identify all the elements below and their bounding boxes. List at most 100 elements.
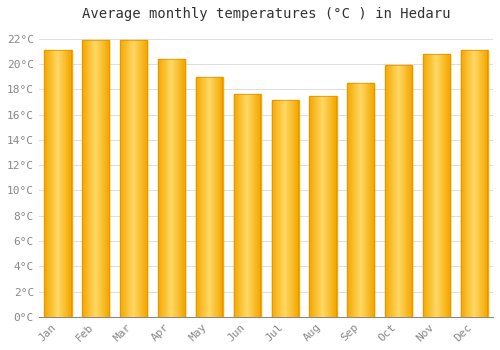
Bar xyxy=(102,40,103,317)
Bar xyxy=(65,50,66,317)
Bar xyxy=(219,77,220,317)
Bar xyxy=(158,59,184,317)
Bar xyxy=(476,50,477,317)
Bar xyxy=(251,94,252,317)
Bar xyxy=(335,96,336,317)
Bar xyxy=(161,59,162,317)
Bar xyxy=(483,50,484,317)
Bar xyxy=(105,40,106,317)
Bar xyxy=(160,59,161,317)
Bar xyxy=(66,50,67,317)
Bar xyxy=(137,40,138,317)
Bar xyxy=(222,77,223,317)
Bar xyxy=(321,96,322,317)
Bar xyxy=(123,40,124,317)
Bar xyxy=(473,50,474,317)
Bar xyxy=(208,77,209,317)
Bar xyxy=(372,83,373,317)
Bar xyxy=(359,83,360,317)
Bar xyxy=(392,65,394,317)
Bar xyxy=(235,94,236,317)
Bar xyxy=(142,40,143,317)
Bar xyxy=(211,77,212,317)
Bar xyxy=(94,40,95,317)
Bar xyxy=(128,40,129,317)
Bar xyxy=(311,96,312,317)
Bar xyxy=(183,59,184,317)
Bar xyxy=(169,59,170,317)
Bar xyxy=(210,77,211,317)
Bar xyxy=(85,40,86,317)
Bar xyxy=(312,96,314,317)
Bar xyxy=(175,59,176,317)
Bar xyxy=(166,59,168,317)
Bar xyxy=(440,54,441,317)
Bar xyxy=(146,40,148,317)
Bar xyxy=(428,54,429,317)
Bar xyxy=(103,40,104,317)
Bar xyxy=(209,77,210,317)
Bar xyxy=(397,65,398,317)
Bar xyxy=(310,96,311,317)
Bar xyxy=(46,50,47,317)
Bar xyxy=(294,99,295,317)
Bar xyxy=(89,40,90,317)
Bar xyxy=(55,50,56,317)
Bar xyxy=(424,54,425,317)
Bar xyxy=(402,65,403,317)
Bar xyxy=(258,94,259,317)
Bar xyxy=(104,40,105,317)
Bar xyxy=(131,40,132,317)
Bar xyxy=(324,96,325,317)
Bar xyxy=(430,54,431,317)
Bar xyxy=(179,59,180,317)
Bar xyxy=(352,83,353,317)
Bar xyxy=(334,96,335,317)
Bar xyxy=(138,40,139,317)
Bar xyxy=(88,40,89,317)
Bar xyxy=(392,65,393,317)
Bar xyxy=(53,50,54,317)
Bar xyxy=(86,40,87,317)
Bar xyxy=(69,50,70,317)
Bar xyxy=(140,40,141,317)
Bar xyxy=(238,94,239,317)
Bar xyxy=(275,99,276,317)
Bar xyxy=(435,54,436,317)
Bar xyxy=(273,99,274,317)
Bar xyxy=(51,50,52,317)
Bar xyxy=(97,40,98,317)
Bar xyxy=(462,50,463,317)
Bar xyxy=(221,77,222,317)
Bar xyxy=(93,40,94,317)
Bar xyxy=(394,65,395,317)
Bar xyxy=(159,59,160,317)
Bar xyxy=(325,96,326,317)
Bar xyxy=(272,99,298,317)
Bar xyxy=(398,65,400,317)
Bar xyxy=(408,65,409,317)
Bar xyxy=(67,50,68,317)
Bar xyxy=(285,99,286,317)
Bar xyxy=(400,65,401,317)
Bar xyxy=(320,96,321,317)
Bar xyxy=(478,50,479,317)
Bar xyxy=(278,99,279,317)
Bar xyxy=(253,94,254,317)
Bar xyxy=(423,54,450,317)
Bar xyxy=(122,40,123,317)
Bar xyxy=(367,83,368,317)
Bar xyxy=(63,50,64,317)
Bar xyxy=(371,83,372,317)
Bar xyxy=(241,94,242,317)
Bar xyxy=(387,65,388,317)
Bar xyxy=(129,40,130,317)
Bar xyxy=(249,94,250,317)
Bar xyxy=(204,77,205,317)
Bar xyxy=(173,59,174,317)
Bar xyxy=(184,59,185,317)
Bar xyxy=(99,40,100,317)
Bar xyxy=(206,77,208,317)
Bar xyxy=(293,99,294,317)
Bar xyxy=(477,50,478,317)
